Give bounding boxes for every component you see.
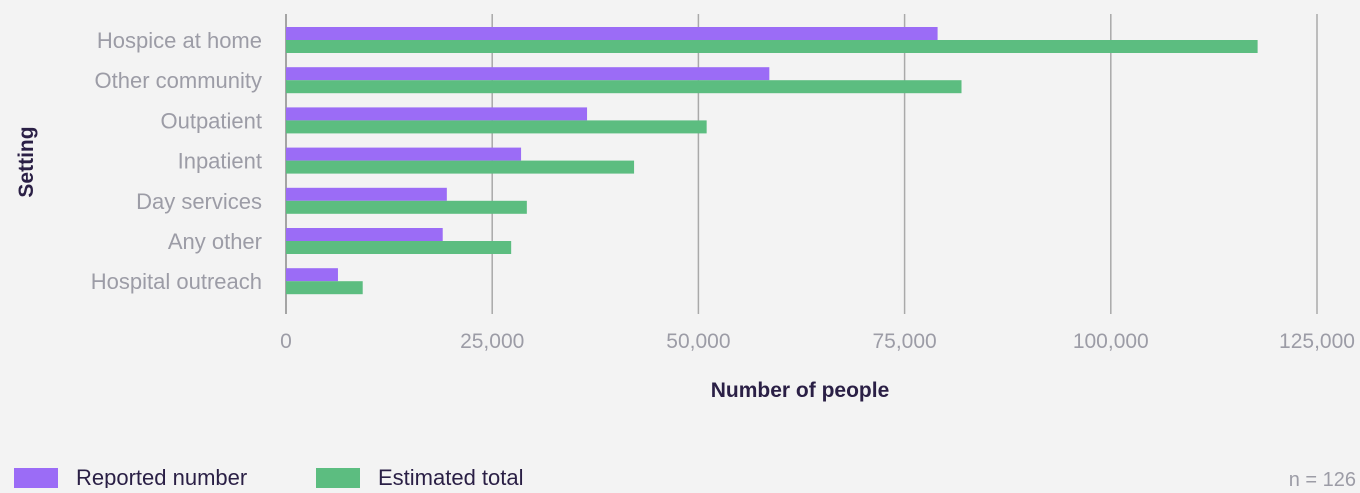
bar-estimated bbox=[286, 160, 635, 174]
x-tick-label: 100,000 bbox=[1073, 330, 1149, 353]
y-axis-title: Setting bbox=[15, 126, 38, 197]
x-tick-label: 25,000 bbox=[460, 330, 524, 353]
x-tick-label: 0 bbox=[280, 330, 292, 353]
bar-estimated bbox=[286, 200, 527, 214]
x-tick-label: 75,000 bbox=[872, 330, 936, 353]
category-label: Other community bbox=[95, 68, 263, 93]
legend: Reported number Estimated total bbox=[14, 465, 524, 490]
category-label: Any other bbox=[168, 229, 262, 254]
bar-reported bbox=[286, 107, 588, 121]
x-tick-label: 50,000 bbox=[666, 330, 730, 353]
bar-reported bbox=[286, 27, 938, 40]
bar-estimated bbox=[286, 120, 707, 134]
x-tick-label: 125,000 bbox=[1279, 330, 1355, 353]
category-label: Hospice at home bbox=[97, 28, 262, 53]
bar-reported bbox=[286, 228, 443, 241]
bars bbox=[286, 27, 1258, 295]
x-tick-labels: 0 25,000 50,000 75,000 100,000 125,000 bbox=[280, 330, 1355, 353]
gridlines bbox=[285, 14, 1318, 314]
legend-label: Estimated total bbox=[378, 465, 524, 488]
bar-estimated bbox=[286, 241, 512, 254]
legend-swatch bbox=[316, 468, 360, 488]
legend-swatch bbox=[14, 468, 58, 488]
category-label: Outpatient bbox=[160, 108, 262, 133]
bar-reported bbox=[286, 268, 338, 282]
legend-label: Reported number bbox=[76, 465, 247, 488]
bar-estimated bbox=[286, 40, 1258, 53]
category-label: Inpatient bbox=[178, 149, 262, 174]
bar-reported bbox=[286, 187, 447, 201]
category-label: Day services bbox=[136, 189, 262, 214]
category-labels: Hospice at home Other community Outpatient… bbox=[91, 28, 262, 294]
sample-size-note: n = 126 bbox=[1289, 469, 1356, 488]
bar-estimated bbox=[286, 281, 363, 295]
x-axis-title: Number of people bbox=[711, 379, 890, 402]
bar-reported bbox=[286, 67, 770, 81]
category-label: Hospital outreach bbox=[91, 269, 262, 294]
bar-estimated bbox=[286, 80, 962, 94]
bar-reported bbox=[286, 147, 522, 161]
